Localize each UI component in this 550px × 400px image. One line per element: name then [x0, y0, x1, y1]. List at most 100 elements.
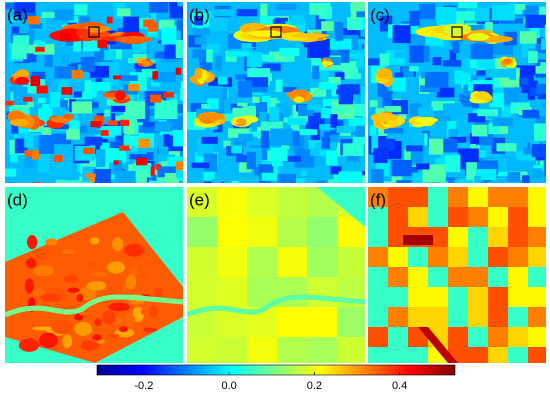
patch	[383, 127, 404, 134]
patch	[276, 86, 297, 93]
patch	[226, 123, 250, 132]
patch	[340, 45, 350, 63]
speckle	[67, 287, 80, 293]
patch	[413, 133, 425, 147]
patch	[152, 71, 158, 80]
patch	[506, 172, 521, 182]
patch	[382, 91, 394, 108]
speckle	[108, 333, 120, 339]
patch	[245, 77, 269, 88]
patch	[272, 160, 283, 167]
patch	[388, 247, 408, 267]
patch	[104, 109, 111, 117]
patch	[528, 287, 546, 307]
patch	[493, 106, 512, 118]
patch	[463, 85, 471, 96]
hot-patch	[370, 112, 397, 123]
patch	[50, 161, 72, 177]
patch	[488, 307, 508, 327]
patch	[217, 277, 247, 307]
patch	[276, 3, 297, 11]
patch	[330, 166, 342, 175]
patch	[508, 187, 528, 207]
patch	[409, 102, 422, 119]
river	[187, 294, 365, 318]
speckle	[92, 272, 109, 277]
patch	[545, 143, 546, 161]
patch	[448, 187, 468, 207]
patch	[235, 154, 255, 163]
patch	[153, 71, 176, 83]
patch	[449, 49, 457, 65]
patch	[338, 88, 354, 105]
patch	[508, 327, 528, 347]
patch	[175, 161, 183, 171]
patch	[488, 267, 508, 287]
patch	[192, 48, 203, 59]
speckle	[32, 265, 54, 277]
patch	[409, 10, 420, 26]
patch	[368, 58, 386, 66]
speckle	[149, 305, 159, 318]
patch	[204, 85, 223, 98]
patch	[428, 207, 448, 227]
speckle	[140, 273, 147, 279]
patch	[432, 57, 442, 66]
patch	[373, 148, 388, 164]
patch	[148, 180, 166, 183]
speckle	[40, 293, 62, 302]
patch	[269, 106, 279, 121]
patch	[454, 11, 475, 21]
patch	[507, 4, 526, 10]
patch	[89, 65, 109, 78]
patch	[522, 175, 530, 183]
patch	[528, 247, 546, 267]
patch	[408, 287, 428, 307]
patch	[84, 136, 103, 146]
patch	[254, 102, 268, 112]
speckle	[108, 302, 130, 312]
patch	[247, 337, 277, 363]
patch	[207, 43, 220, 53]
patch	[360, 85, 365, 103]
patch	[100, 130, 109, 136]
patch	[150, 80, 161, 87]
patch	[515, 5, 539, 17]
patch	[61, 87, 73, 95]
patch	[416, 163, 430, 170]
patch	[272, 8, 290, 20]
patch	[536, 83, 546, 94]
patch	[277, 247, 307, 277]
patch	[73, 91, 83, 98]
patch	[22, 44, 41, 54]
patch	[532, 165, 546, 172]
patch	[232, 107, 256, 117]
patch	[13, 86, 28, 105]
patch	[320, 108, 341, 119]
patch	[410, 148, 424, 164]
patch	[436, 87, 455, 98]
patch	[122, 16, 139, 35]
patch	[97, 40, 108, 48]
patch	[318, 124, 335, 130]
patch	[29, 23, 43, 29]
patch	[323, 131, 339, 138]
patch	[115, 132, 124, 151]
patch	[261, 95, 271, 108]
patch	[159, 128, 180, 136]
patch	[175, 39, 183, 59]
patch	[388, 267, 408, 287]
speckle	[130, 265, 139, 277]
patch	[217, 247, 247, 277]
patch	[138, 138, 151, 148]
patch	[341, 27, 361, 38]
roi-box	[88, 26, 100, 38]
patch	[519, 31, 537, 44]
patch	[60, 180, 85, 183]
patch	[10, 154, 19, 163]
patch	[391, 174, 403, 183]
patch	[457, 148, 479, 163]
patch	[425, 34, 444, 46]
patch	[298, 104, 314, 117]
patch	[76, 28, 89, 36]
